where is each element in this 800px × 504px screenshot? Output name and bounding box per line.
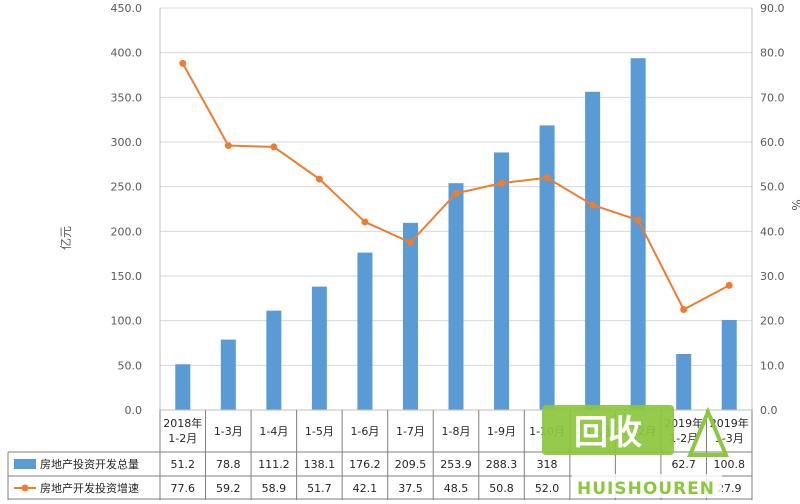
y-left-tick-label: 0.0 (125, 404, 143, 417)
bar (630, 58, 646, 411)
bar (220, 339, 236, 410)
y-left-tick-label: 200.0 (111, 225, 143, 238)
y-left-axis-label: 亿元 (58, 226, 73, 250)
legend-series-name: 房地产投资开发总量 (40, 457, 139, 471)
data-label: 27.9 (717, 482, 742, 495)
line-point (725, 281, 733, 289)
y-right-tick-label: 30.0 (760, 270, 785, 283)
bar (266, 310, 282, 410)
bar (494, 152, 510, 410)
category-label: 1-6月 (350, 425, 379, 438)
y-right-tick-label: 60.0 (760, 136, 785, 149)
bar (539, 125, 555, 410)
y-left-tick-label: 100.0 (111, 315, 143, 328)
line-point (543, 174, 551, 182)
data-label: 58.9 (262, 482, 287, 495)
y-right-tick-label: 50.0 (760, 181, 785, 194)
watermark-badge (542, 405, 674, 455)
bar (357, 252, 373, 410)
category-label: 2018年 (163, 416, 202, 430)
category-label: 1-4月 (259, 425, 288, 438)
line-point (179, 59, 187, 67)
bar-series (175, 58, 737, 411)
data-label: 209.5 (395, 458, 427, 471)
legend-swatch-bar (14, 459, 36, 469)
y-left-tick-label: 50.0 (118, 359, 143, 372)
bar (721, 319, 737, 410)
line-point (406, 239, 414, 246)
category-label: 1-2月 (168, 432, 197, 445)
category-label: 1-3月 (214, 425, 243, 438)
y-right-tick-label: 90.0 (760, 2, 785, 15)
data-label: 59.2 (216, 482, 241, 495)
category-label: 1-8月 (442, 425, 471, 438)
line-point (452, 189, 460, 197)
line-point (634, 216, 642, 224)
data-label: 52.0 (535, 482, 560, 495)
y-right-tick-label: 80.0 (760, 47, 785, 60)
y-right-tick-label: 70.0 (760, 91, 785, 104)
line-series (179, 59, 733, 313)
y-right-axis-label: % (789, 199, 800, 210)
y-left-tick-label: 250.0 (111, 181, 143, 194)
data-label: 288.3 (486, 458, 518, 471)
y-left-tick-label: 150.0 (111, 270, 143, 283)
y-right-tick-label: 10.0 (760, 359, 785, 372)
watermark-logo: 回收 HUISHOUREN (542, 405, 730, 499)
y-left-tick-label: 350.0 (111, 91, 143, 104)
watermark-subtext: HUISHOUREN (577, 479, 715, 499)
line-point (361, 218, 369, 226)
data-label: 42.1 (353, 482, 378, 495)
y-right-tick-label: 20.0 (760, 315, 785, 328)
y-left-tick-label: 400.0 (111, 47, 143, 60)
legend-series-name: 房地产开发投资增速 (40, 481, 139, 495)
y-right-tick-label: 40.0 (760, 225, 785, 238)
bar (311, 286, 327, 410)
data-label: 48.5 (444, 482, 469, 495)
y-left-tick-label: 450.0 (111, 2, 143, 15)
category-label: 1-5月 (305, 425, 334, 438)
data-label: 37.5 (398, 482, 423, 495)
data-label: 78.8 (216, 458, 241, 471)
line-point (589, 201, 597, 209)
category-label: 1-2月 (669, 432, 698, 445)
data-label: 50.8 (489, 482, 514, 495)
data-table: 2018年1-2月1-3月1-4月1-5月1-6月1-7月1-8月1-9月1-1… (7, 410, 753, 500)
watermark-text: 回收 (574, 413, 642, 453)
category-label: 2019年 (710, 416, 749, 430)
category-label: 1-7月 (396, 425, 425, 438)
line-point (498, 179, 506, 187)
bar (402, 222, 418, 410)
y-left-tick-label: 300.0 (111, 136, 143, 149)
data-label: 253.9 (440, 458, 472, 471)
bar (676, 353, 692, 410)
data-label: 100.8 (713, 458, 745, 471)
data-label: 51.7 (307, 482, 332, 495)
line-point (224, 142, 232, 150)
data-label: 176.2 (349, 458, 381, 471)
legend-swatch-marker (21, 484, 29, 492)
line-point (270, 143, 278, 151)
watermark-triangle (686, 406, 730, 457)
data-label: 51.2 (171, 458, 196, 471)
y-right-tick-label: 0.0 (760, 404, 778, 417)
category-label: 1-9月 (487, 425, 516, 438)
bar (175, 364, 191, 410)
line-point (680, 306, 688, 313)
data-label: 138.1 (304, 458, 336, 471)
data-label: 62.7 (671, 458, 696, 471)
data-label: 111.2 (258, 458, 290, 471)
bar (585, 91, 601, 410)
line-point (315, 175, 323, 183)
bar (448, 183, 464, 410)
data-label: 318 (537, 458, 558, 471)
data-label: 77.6 (171, 482, 196, 495)
watermark-sub-bg (572, 474, 722, 498)
axes: 0.0 50.0 100.0 150.0 200.0 250.0 300.0 350.0 400… (58, 2, 800, 417)
